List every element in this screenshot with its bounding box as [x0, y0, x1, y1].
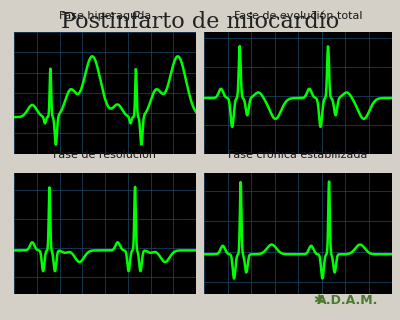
- Text: Fase de resolución: Fase de resolución: [53, 150, 156, 160]
- Text: Fase crónica estabilizada: Fase crónica estabilizada: [228, 150, 368, 160]
- Text: ✱: ✱: [313, 294, 323, 307]
- Text: Fase de evolución total: Fase de evolución total: [234, 11, 362, 21]
- Text: Postinfarto de miocardio: Postinfarto de miocardio: [61, 11, 339, 33]
- Text: Fase hiperaguda: Fase hiperaguda: [59, 11, 151, 21]
- Text: A.D.A.M.: A.D.A.M.: [317, 294, 379, 307]
